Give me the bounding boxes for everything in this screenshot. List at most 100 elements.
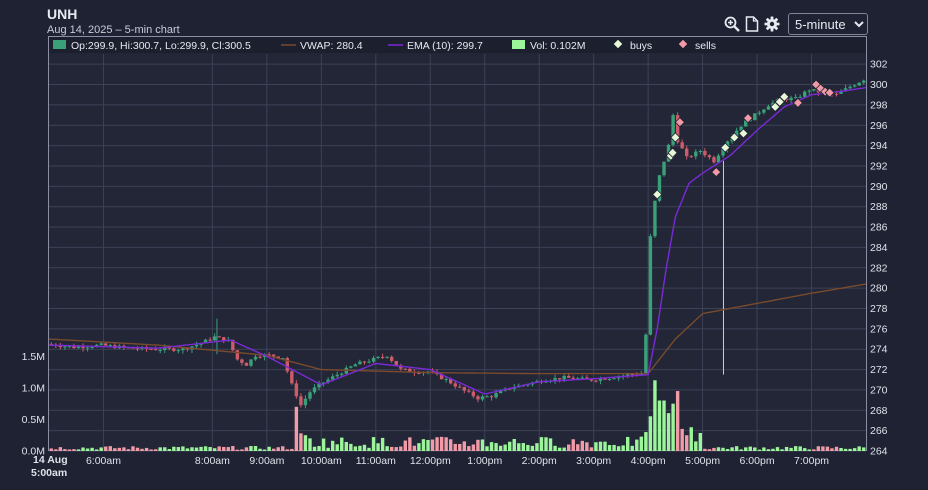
volume-bar xyxy=(530,445,535,451)
volume-bar xyxy=(580,440,585,451)
vwap-line xyxy=(48,283,867,375)
legend-vol: Vol: 0.102M xyxy=(530,40,585,52)
candle-body xyxy=(725,141,730,150)
symbol-title: UNH xyxy=(47,6,78,22)
volume-bar xyxy=(607,445,612,451)
volume-bar xyxy=(793,446,798,451)
candle-body xyxy=(99,343,103,345)
candle-body xyxy=(680,142,684,149)
candle-body xyxy=(122,345,126,348)
candle-body xyxy=(803,91,807,97)
candle-body xyxy=(203,339,208,344)
volume-bar xyxy=(671,403,675,451)
gear-icon[interactable] xyxy=(764,16,780,32)
sell-marker xyxy=(815,83,826,94)
volume-bars xyxy=(49,380,866,451)
volume-bar xyxy=(290,448,294,451)
candle-body xyxy=(249,359,253,366)
candle-body xyxy=(594,380,598,382)
volume-bar xyxy=(621,445,625,451)
volume-bar xyxy=(498,445,503,451)
candle-body xyxy=(253,356,258,360)
candle-body xyxy=(158,350,162,352)
candle-body xyxy=(834,93,839,95)
volume-bar xyxy=(648,416,653,451)
candle-body xyxy=(417,372,421,374)
time-tick-label: 1:00pm xyxy=(467,455,502,467)
volume-bar xyxy=(489,442,494,451)
candle-body xyxy=(512,387,516,389)
candle-body xyxy=(476,396,480,400)
legend: Op:299.9, Hi:300.7, Lo:299.9, Cl:300.5 V… xyxy=(53,39,716,52)
trade-markers xyxy=(652,79,835,200)
candle-body xyxy=(585,377,589,379)
zoom-in-icon[interactable] xyxy=(724,16,740,32)
candle-body xyxy=(344,367,348,374)
volume-bar xyxy=(689,427,693,451)
volume-bar xyxy=(839,447,843,451)
volume-bar xyxy=(526,444,530,451)
volume-bar xyxy=(494,443,498,451)
sell-marker xyxy=(820,86,831,97)
volume-bar xyxy=(94,449,99,451)
candle-body xyxy=(163,347,167,351)
volume-bar xyxy=(335,444,339,451)
volume-bar xyxy=(685,435,689,451)
candle-body xyxy=(517,385,521,388)
time-tick-label: 6:00pm xyxy=(740,455,775,467)
legend-bar xyxy=(49,37,866,53)
volume-bar xyxy=(176,447,181,451)
volume-bar xyxy=(453,443,457,451)
candle-body xyxy=(172,348,176,351)
candle-body xyxy=(685,148,689,157)
volume-bar xyxy=(408,437,412,451)
volume-bar xyxy=(766,449,771,451)
candle-body xyxy=(235,350,240,360)
volume-tick-label: 1.5M xyxy=(22,351,45,363)
volume-bar xyxy=(852,448,857,451)
buy-marker xyxy=(770,101,781,113)
price-tick-label: 296 xyxy=(870,120,888,132)
volume-bar xyxy=(857,446,861,451)
candle-body xyxy=(153,349,158,351)
candle-body xyxy=(94,344,99,347)
volume-bar xyxy=(694,441,698,451)
candle-body xyxy=(657,175,662,201)
candle-body xyxy=(462,387,467,391)
volume-bar xyxy=(181,446,185,451)
grid xyxy=(49,54,866,452)
volume-bar xyxy=(594,442,598,451)
volume-bar xyxy=(744,447,748,451)
price-tick-label: 300 xyxy=(870,79,888,91)
price-tick-label: 278 xyxy=(870,303,888,315)
volume-bar xyxy=(576,444,580,451)
volume-bar xyxy=(158,447,162,451)
volume-bar xyxy=(199,446,203,451)
candles xyxy=(49,79,866,409)
candle-body xyxy=(562,375,566,380)
volume-bar xyxy=(553,445,557,451)
price-tick-label: 282 xyxy=(870,262,888,274)
volume-bar xyxy=(666,413,671,451)
time-tick-label: 14 Aug xyxy=(33,454,68,466)
candle-body xyxy=(539,381,544,383)
candle-body xyxy=(430,371,435,373)
candle-body xyxy=(689,156,693,158)
candle-body xyxy=(694,151,698,157)
candle-body xyxy=(489,396,494,398)
candle-body xyxy=(812,89,816,91)
volume-bar xyxy=(448,439,453,451)
volume-bar xyxy=(317,446,321,451)
volume-bar xyxy=(285,449,289,451)
document-icon[interactable] xyxy=(744,16,760,32)
buy-marker xyxy=(729,132,740,143)
volume-bar xyxy=(725,449,730,451)
volume-bar xyxy=(330,440,335,451)
candle-body xyxy=(330,376,335,380)
candle-body xyxy=(852,85,857,87)
candle-body xyxy=(217,336,221,338)
volume-bar xyxy=(816,446,821,451)
interval-select[interactable]: 5-minute xyxy=(788,13,868,35)
candle-body xyxy=(72,346,76,349)
volume-bar xyxy=(535,443,539,451)
